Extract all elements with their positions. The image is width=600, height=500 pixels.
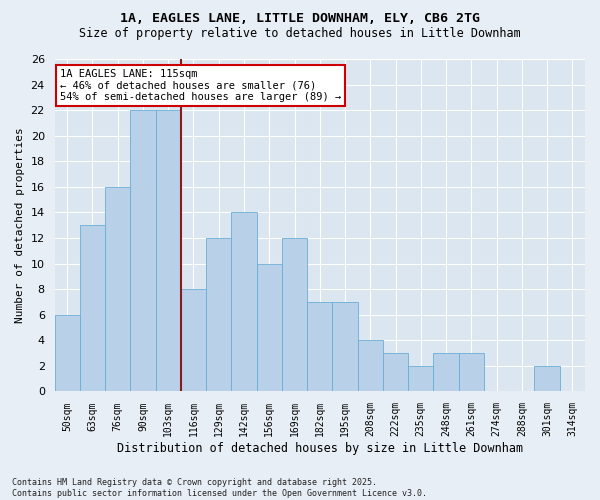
Bar — [458, 353, 484, 392]
Text: 1A, EAGLES LANE, LITTLE DOWNHAM, ELY, CB6 2TG: 1A, EAGLES LANE, LITTLE DOWNHAM, ELY, CB… — [120, 12, 480, 26]
Text: Contains HM Land Registry data © Crown copyright and database right 2025.
Contai: Contains HM Land Registry data © Crown c… — [12, 478, 427, 498]
Bar — [408, 366, 433, 392]
Bar — [282, 238, 307, 392]
Bar — [383, 353, 408, 392]
Bar — [55, 314, 80, 392]
Bar — [232, 212, 257, 392]
Bar — [257, 264, 282, 392]
Bar — [105, 187, 130, 392]
X-axis label: Distribution of detached houses by size in Little Downham: Distribution of detached houses by size … — [117, 442, 523, 455]
Y-axis label: Number of detached properties: Number of detached properties — [15, 128, 25, 323]
Bar — [332, 302, 358, 392]
Text: 1A EAGLES LANE: 115sqm
← 46% of detached houses are smaller (76)
54% of semi-det: 1A EAGLES LANE: 115sqm ← 46% of detached… — [60, 69, 341, 102]
Bar — [307, 302, 332, 392]
Bar — [130, 110, 155, 392]
Bar — [155, 110, 181, 392]
Bar — [206, 238, 232, 392]
Bar — [80, 225, 105, 392]
Bar — [535, 366, 560, 392]
Bar — [181, 289, 206, 392]
Bar — [433, 353, 458, 392]
Bar — [358, 340, 383, 392]
Text: Size of property relative to detached houses in Little Downham: Size of property relative to detached ho… — [79, 28, 521, 40]
